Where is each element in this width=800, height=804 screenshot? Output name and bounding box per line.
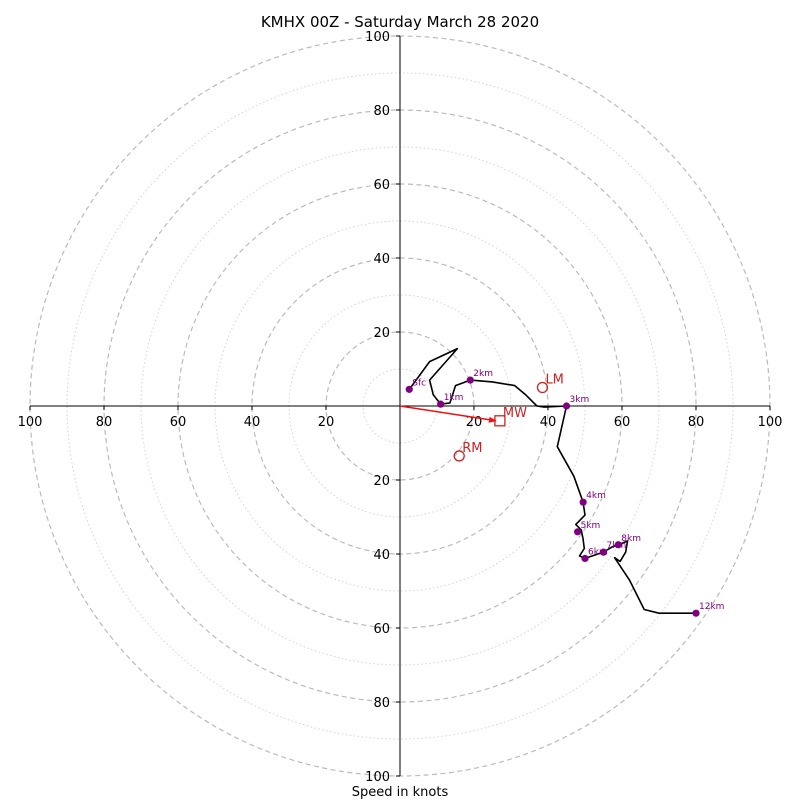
storm-motion-label-rm: RM	[462, 441, 482, 456]
tick-label-left: 40	[244, 415, 261, 430]
wind-trace-line	[408, 347, 696, 615]
height-marker-label: 2km	[473, 369, 493, 379]
height-marker-point	[405, 385, 413, 393]
storm-motion-label-mw: MW	[503, 406, 527, 421]
height-markers: Sfc1km2km3km4km5km6km7km8km12km	[405, 369, 724, 617]
height-marker-point	[599, 548, 608, 556]
height-marker-point	[614, 541, 622, 549]
tick-label-left: 100	[18, 415, 43, 430]
x-axis-label: Speed in knots	[352, 785, 449, 800]
storm-motion-marker-mw	[494, 415, 506, 427]
tick-label-up: 60	[373, 178, 390, 193]
tick-label-right: 40	[540, 415, 557, 430]
tick-label-up: 20	[373, 326, 390, 341]
height-marker-label: 5km	[581, 521, 601, 531]
height-marker-point	[579, 498, 587, 506]
height-marker-point	[437, 400, 445, 408]
height-marker-point	[466, 376, 474, 384]
tick-label-down: 80	[373, 696, 390, 711]
storm-motion-marker-rm	[453, 450, 465, 462]
tick-label-left: 60	[170, 415, 187, 430]
tick-label-left: 80	[96, 415, 113, 430]
tick-label-down: 20	[373, 474, 390, 489]
storm-motions: LM MW RM	[453, 373, 564, 462]
storm-motion-label-lm: LM	[545, 373, 563, 388]
height-marker-label: 4km	[586, 491, 606, 501]
height-marker-label: 8km	[621, 534, 641, 544]
chart-title: KMHX 00Z - Saturday March 28 2020	[261, 13, 539, 31]
height-marker-label: Sfc	[412, 378, 426, 388]
tick-label-up: 80	[373, 104, 390, 119]
tick-label-right: 60	[614, 415, 631, 430]
tick-label-up: 100	[365, 30, 390, 45]
tick-label-right: 100	[758, 415, 783, 430]
mean-wind-arrow	[399, 405, 497, 423]
height-marker-label: 3km	[570, 395, 590, 405]
tick-label-down: 100	[365, 770, 390, 785]
height-marker-point	[581, 554, 589, 563]
tick-label-up: 40	[373, 252, 390, 267]
tick-label-right: 80	[688, 415, 705, 430]
mean-wind-vector	[399, 405, 497, 423]
storm-motion-marker-lm	[536, 381, 549, 394]
tick-label-left: 20	[318, 415, 335, 430]
height-marker-point	[692, 609, 700, 617]
height-marker-point	[574, 528, 582, 536]
height-marker-point	[562, 402, 571, 410]
height-marker-label: 12km	[699, 602, 724, 612]
wind-trace	[408, 347, 696, 615]
tick-label-down: 60	[373, 622, 390, 637]
tick-label-down: 40	[373, 548, 390, 563]
height-marker-label: 1km	[444, 393, 464, 403]
height-marker-label: 6km	[588, 547, 608, 557]
